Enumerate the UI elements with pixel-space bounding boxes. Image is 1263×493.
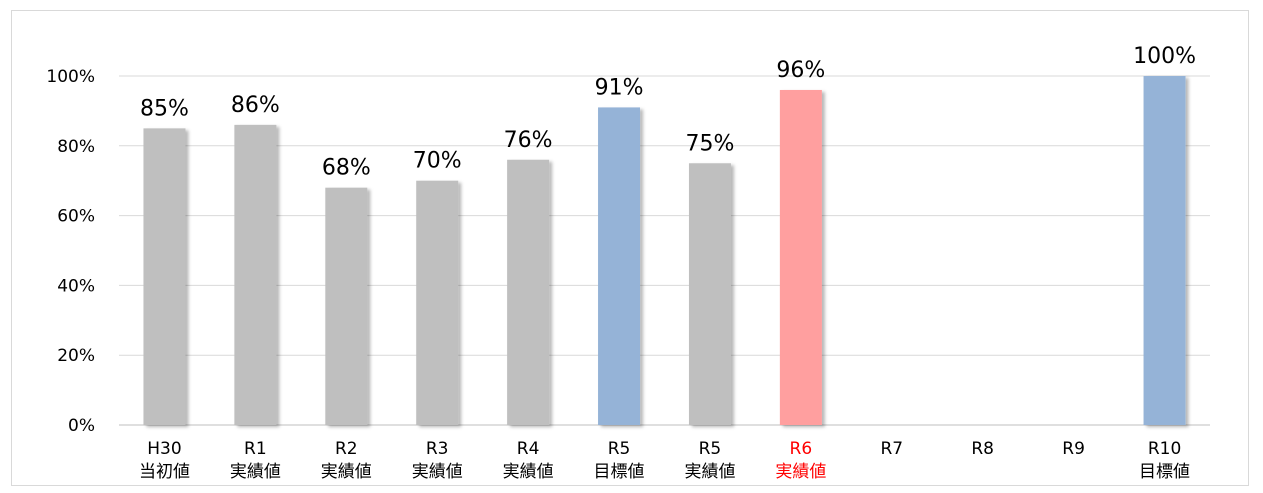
bar xyxy=(143,128,186,425)
data-label: 75% xyxy=(686,131,735,156)
chart-frame: 0% 20% 40% 60% 80% 100% 85% 86% 68% 70% 76% 91% 75%… xyxy=(11,10,1249,486)
data-label: 86% xyxy=(231,93,280,118)
data-label: 76% xyxy=(504,128,553,153)
x-axis-categories: H30 当初値 R1 実績値 R2 実績値 R3 実績値 R4 実績値 R5 目標値 R5 実績値 R6 実績… xyxy=(139,439,1190,482)
bar-chart: 0% 20% 40% 60% 80% 100% 85% 86% 68% 70% 76% 91% 75%… xyxy=(46,44,1210,482)
x-tick-label: R5 xyxy=(608,439,631,459)
bar xyxy=(234,124,277,426)
bar xyxy=(416,180,459,425)
x-tick-sublabel: 実績値 xyxy=(503,462,554,482)
y-tick-label: 80% xyxy=(57,137,95,157)
value-labels: 85% 86% 68% 70% 76% 91% 75% 96% 100% xyxy=(140,44,1196,181)
bar xyxy=(507,159,550,425)
bar xyxy=(325,187,368,425)
x-tick-sublabel: 目標値 xyxy=(594,462,645,482)
x-tick-label: R4 xyxy=(517,439,540,459)
x-tick-label: R9 xyxy=(1062,439,1085,459)
bars xyxy=(143,76,1186,426)
x-tick-sublabel: 実績値 xyxy=(321,462,372,482)
x-tick-label: H30 xyxy=(147,439,181,459)
data-label: 91% xyxy=(595,75,644,100)
data-label: 70% xyxy=(413,149,462,174)
data-label: 96% xyxy=(776,58,825,83)
x-tick-label: R10 xyxy=(1148,439,1181,459)
bar xyxy=(779,89,822,426)
y-tick-label: 20% xyxy=(57,346,95,366)
x-tick-label: R6 xyxy=(790,439,813,459)
gridlines xyxy=(119,75,1210,426)
x-tick-sublabel: 実績値 xyxy=(775,462,826,482)
bar xyxy=(1143,76,1186,425)
bar xyxy=(688,163,731,425)
x-tick-label: R8 xyxy=(971,439,994,459)
x-tick-label: R5 xyxy=(699,439,722,459)
x-tick-label: R1 xyxy=(244,439,267,459)
y-axis-ticks: 0% 20% 40% 60% 80% 100% xyxy=(46,67,95,436)
y-tick-label: 40% xyxy=(57,276,95,296)
x-tick-sublabel: 目標値 xyxy=(1139,462,1190,482)
x-tick-sublabel: 実績値 xyxy=(684,462,735,482)
x-tick-sublabel: 実績値 xyxy=(412,462,463,482)
x-tick-label: R7 xyxy=(880,439,903,459)
y-tick-label: 60% xyxy=(57,207,95,227)
y-tick-label: 0% xyxy=(68,416,95,436)
x-tick-sublabel: 当初値 xyxy=(139,462,190,482)
y-tick-label: 100% xyxy=(46,67,95,87)
x-tick-label: R2 xyxy=(335,439,358,459)
bar xyxy=(598,107,641,425)
data-label: 100% xyxy=(1133,44,1196,69)
data-label: 68% xyxy=(322,156,371,181)
x-tick-label: R3 xyxy=(426,439,449,459)
data-label: 85% xyxy=(140,96,189,121)
x-tick-sublabel: 実績値 xyxy=(230,462,281,482)
